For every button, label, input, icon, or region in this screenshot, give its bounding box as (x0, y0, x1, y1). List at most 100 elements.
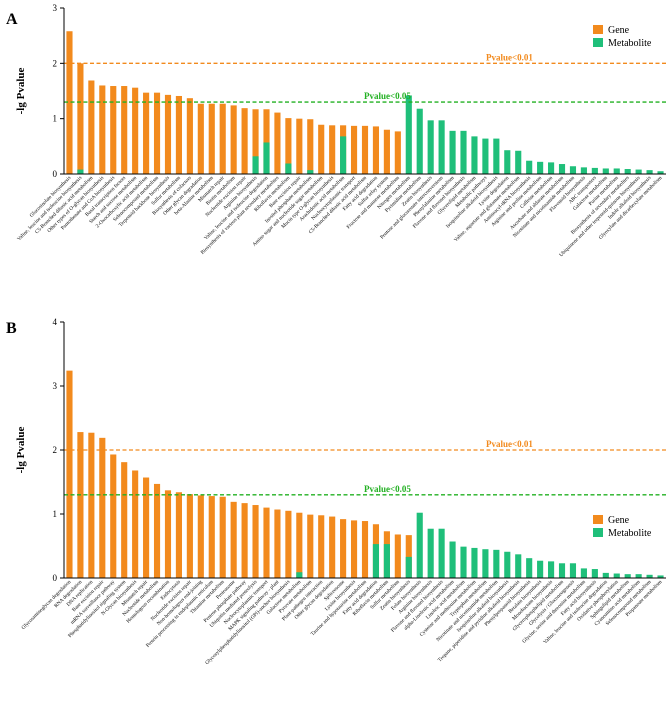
bar-gene (208, 496, 215, 578)
bar-gene (219, 496, 226, 578)
bar-gene (394, 534, 401, 578)
bar-metabolite (591, 167, 598, 174)
bar-gene (252, 505, 259, 578)
bar-gene (296, 118, 303, 174)
bar-gene (241, 108, 248, 174)
legend-swatch-gene (593, 25, 603, 34)
bar-gene (66, 31, 73, 174)
bar-gene (153, 92, 161, 174)
bar-metabolite (558, 563, 566, 578)
bar-metabolite (449, 541, 456, 578)
bar-gene (197, 103, 204, 174)
bar-gene (241, 503, 248, 578)
bar-gene (77, 432, 84, 578)
bar-metabolite (340, 136, 347, 174)
bar-metabolite (635, 169, 642, 174)
threshold-label: Pvalue<0.05 (364, 484, 411, 494)
bar-gene (285, 118, 292, 174)
bar-gene (99, 85, 106, 174)
bar-gene (186, 98, 193, 174)
bar-metabolite (438, 120, 445, 174)
bar-gene (329, 516, 336, 578)
threshold-label: Pvalue<0.01 (486, 439, 533, 449)
panel-label: B (6, 320, 17, 337)
bar-metabolite (613, 168, 620, 174)
bar-gene (383, 129, 390, 174)
bar-gene (110, 86, 117, 174)
bar-metabolite (493, 549, 500, 578)
bar-gene (110, 454, 117, 578)
bar-gene (307, 119, 314, 174)
legend-swatch-metabolite (593, 528, 603, 537)
bar-metabolite (591, 569, 598, 578)
bar-metabolite (635, 574, 642, 578)
bar-metabolite (416, 512, 423, 578)
bar-metabolite (613, 573, 620, 578)
bar-gene (350, 125, 358, 174)
threshold-label: Pvalue<0.01 (486, 52, 533, 62)
bar-gene (230, 105, 237, 174)
bar-gene (252, 109, 259, 174)
bar-gene (208, 103, 215, 174)
bar-metabolite (569, 563, 577, 578)
legend-swatch-gene (593, 515, 603, 524)
y-tick-label: 0 (53, 573, 58, 583)
bar-gene (274, 509, 281, 578)
y-tick-label: 0 (53, 169, 58, 179)
bar-metabolite (482, 138, 489, 174)
bar-metabolite (383, 544, 390, 578)
bar-metabolite (482, 549, 489, 578)
y-tick-label: 1 (53, 509, 58, 519)
panel-label: A (6, 11, 18, 28)
legend-label: Gene (608, 25, 630, 36)
bar-metabolite (285, 163, 292, 174)
bar-gene (318, 515, 325, 578)
bar-metabolite (427, 120, 434, 174)
bar-metabolite (526, 160, 533, 174)
y-tick-label: 4 (53, 317, 58, 327)
bar-gene (153, 483, 161, 578)
bar-metabolite (646, 574, 653, 578)
bar-gene (132, 470, 139, 578)
bar-metabolite (504, 150, 511, 174)
panel-b: B -lg Pvalue Pvalue<0.01 Pvalue<0.05 0 1 2 3 4 Gl… (6, 317, 666, 666)
bar-metabolite (471, 547, 478, 578)
bar-gene (132, 87, 139, 174)
y-tick-label: 3 (53, 3, 58, 13)
bar-gene (88, 80, 95, 174)
bar-gene (175, 492, 182, 578)
bar-metabolite (624, 574, 631, 578)
bar-gene (143, 477, 150, 578)
bar-gene (394, 131, 401, 174)
threshold-label: Pvalue<0.05 (364, 91, 411, 101)
y-tick-label: 3 (53, 381, 58, 391)
bar-metabolite (515, 554, 522, 578)
bar-gene (121, 462, 128, 578)
bar-metabolite (416, 108, 423, 174)
y-tick-label: 2 (53, 58, 58, 68)
legend-swatch-metabolite (593, 38, 603, 47)
bar-gene (405, 535, 412, 578)
bar-metabolite (438, 528, 445, 578)
bar-metabolite (460, 130, 467, 174)
bar-metabolite (460, 546, 467, 578)
bar-gene (307, 514, 314, 578)
bar-metabolite (504, 551, 511, 578)
bar-metabolite (537, 560, 544, 578)
bar-metabolite (77, 169, 84, 174)
bar-metabolite (252, 156, 259, 174)
bar-gene (361, 125, 369, 174)
bar-metabolite (646, 170, 653, 174)
bar-metabolite (558, 164, 566, 174)
bar-metabolite (427, 528, 434, 578)
bar-gene (219, 103, 226, 174)
bar-gene (164, 94, 172, 174)
bar-gene (175, 95, 182, 174)
legend-label: Metabolite (608, 528, 652, 539)
bar-metabolite (580, 568, 587, 578)
bar-gene (361, 521, 369, 578)
bar-metabolite (405, 556, 412, 578)
bar-gene (164, 490, 172, 578)
bar-metabolite (296, 572, 303, 578)
